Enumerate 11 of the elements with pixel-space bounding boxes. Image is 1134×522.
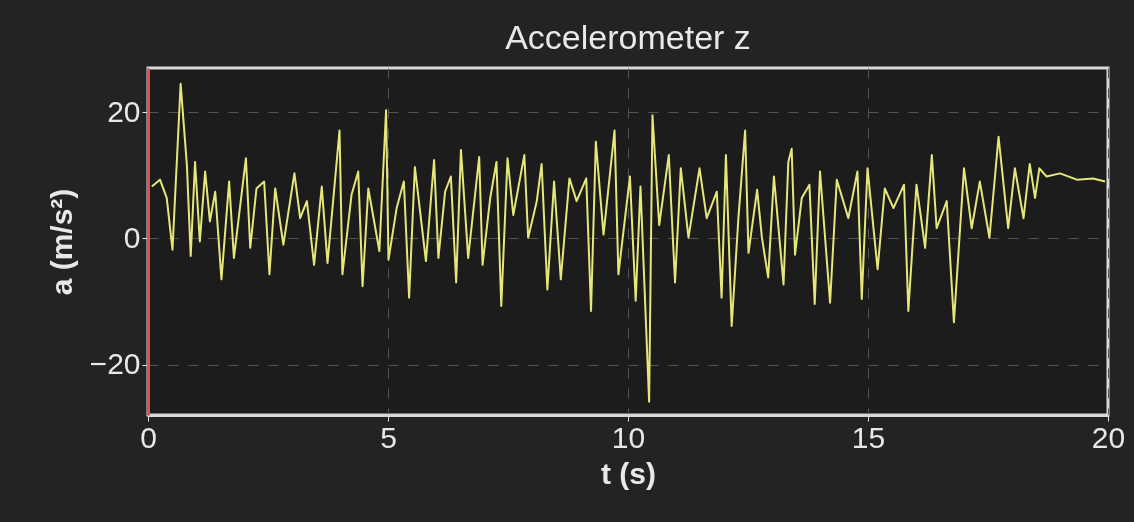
x-tick-label: 20 <box>1091 420 1126 454</box>
y-tick-label: −20 <box>89 347 141 381</box>
x-tick-label: 15 <box>851 420 886 454</box>
x-tick-label: 10 <box>611 420 646 454</box>
line-series <box>150 82 1107 403</box>
y-axis-title: a (m/s²) <box>44 188 78 296</box>
y-tick-label: 20 <box>107 94 141 128</box>
chart-title: Accelerometer z <box>505 18 751 56</box>
x-axis-title: t (s) <box>601 456 656 490</box>
y-tick-label: 0 <box>123 220 141 254</box>
x-tick-label: 5 <box>380 420 397 454</box>
